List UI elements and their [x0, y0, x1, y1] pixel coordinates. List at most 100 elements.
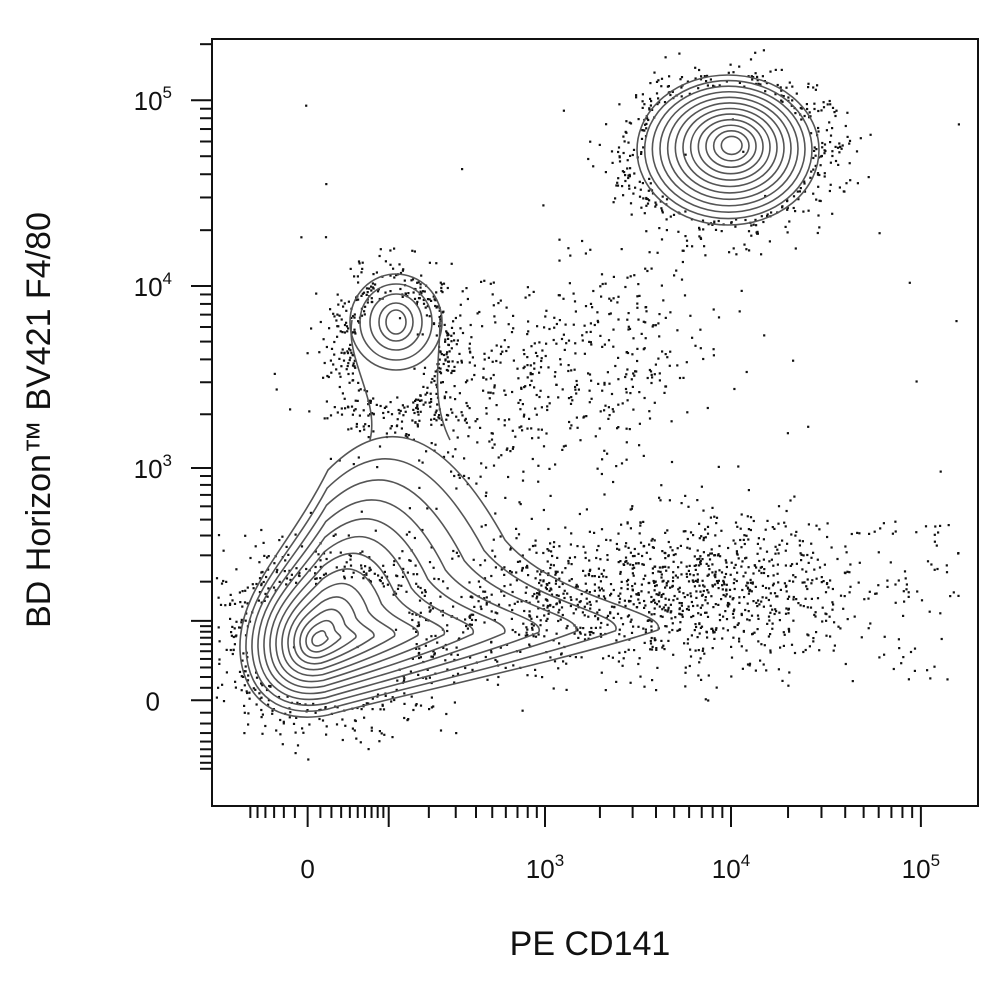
- event-dot: [957, 123, 960, 126]
- event-dot: [816, 173, 820, 176]
- event-dot: [420, 292, 423, 295]
- event-dot: [457, 555, 460, 558]
- event-dot: [347, 534, 350, 537]
- event-dot: [372, 412, 375, 415]
- event-dot: [836, 146, 840, 149]
- event-dot: [423, 594, 426, 597]
- event-dot: [441, 311, 444, 314]
- event-dot: [433, 417, 436, 420]
- event-dot: [500, 568, 503, 571]
- event-dot: [483, 559, 487, 562]
- event-dot: [555, 571, 558, 575]
- event-dot: [579, 439, 582, 442]
- event-dot: [686, 593, 689, 597]
- event-dot: [460, 595, 463, 599]
- event-dot: [544, 315, 547, 318]
- event-dot: [648, 108, 651, 111]
- event-dot: [478, 310, 481, 314]
- event-dot: [554, 463, 557, 466]
- event-dot: [733, 608, 736, 611]
- event-dot: [247, 723, 250, 726]
- contour-line-main: [269, 535, 474, 689]
- event-dot: [234, 686, 237, 689]
- event-dot: [793, 495, 796, 498]
- event-dot: [628, 175, 631, 178]
- event-dot: [578, 601, 581, 604]
- event-dot: [740, 513, 743, 516]
- event-dot: [717, 219, 720, 223]
- event-dot: [624, 545, 627, 548]
- event-dot: [434, 443, 437, 446]
- event-dot: [647, 189, 650, 192]
- event-dot: [618, 160, 622, 163]
- event-dot: [805, 103, 808, 106]
- event-dot: [636, 302, 639, 305]
- event-dot: [530, 427, 533, 430]
- event-dot: [558, 238, 561, 241]
- event-dot: [878, 656, 881, 659]
- event-dot: [510, 331, 514, 334]
- event-dot: [596, 611, 599, 614]
- event-dot: [596, 549, 599, 552]
- event-dot: [353, 359, 356, 362]
- event-dot: [649, 82, 652, 85]
- event-dot: [658, 101, 661, 104]
- event-dot: [375, 403, 378, 406]
- event-dot: [735, 218, 738, 221]
- event-dot: [693, 585, 696, 588]
- event-dot: [450, 326, 454, 329]
- event-dot: [606, 623, 609, 626]
- event-dot: [485, 603, 488, 606]
- event-dot: [651, 567, 654, 570]
- event-dot: [254, 688, 257, 691]
- event-dot: [682, 376, 685, 379]
- event-dot: [546, 606, 549, 609]
- event-dot: [663, 391, 666, 394]
- event-dot: [664, 557, 667, 560]
- event-dot: [561, 613, 564, 617]
- event-dot: [629, 122, 633, 125]
- event-dot: [363, 716, 366, 719]
- event-dot: [592, 632, 595, 635]
- event-dot: [499, 646, 502, 649]
- event-dot: [314, 550, 317, 553]
- event-dot: [792, 359, 795, 362]
- event-dot: [702, 536, 705, 539]
- event-dot: [645, 122, 648, 125]
- event-dot: [628, 327, 632, 330]
- event-dot: [382, 708, 386, 711]
- event-dot: [411, 249, 414, 252]
- event-dot: [687, 605, 690, 608]
- event-dot: [428, 676, 431, 679]
- event-dot: [695, 590, 698, 593]
- event-dot: [585, 415, 588, 418]
- event-dot: [469, 656, 472, 659]
- event-dot: [709, 78, 712, 81]
- event-dot: [649, 648, 652, 651]
- event-dot: [665, 198, 669, 201]
- event-dot: [399, 287, 402, 291]
- event-dot: [518, 560, 522, 563]
- event-dot: [703, 245, 706, 248]
- event-dot: [384, 694, 387, 697]
- event-dot: [820, 155, 823, 158]
- event-dot: [454, 316, 457, 320]
- event-dot: [650, 625, 653, 628]
- event-dot: [892, 667, 895, 671]
- event-dot: [756, 628, 759, 631]
- event-dot: [750, 614, 754, 617]
- event-dot: [933, 665, 936, 668]
- event-dot: [748, 249, 751, 252]
- event-dot: [801, 568, 804, 571]
- event-dot: [246, 679, 250, 682]
- event-dot: [376, 466, 379, 469]
- event-dot: [343, 565, 346, 568]
- event-dot: [408, 507, 411, 510]
- event-dot: [556, 570, 559, 573]
- event-dot: [413, 367, 416, 370]
- event-dot: [618, 601, 621, 604]
- event-dot: [336, 325, 339, 328]
- event-dot: [338, 357, 341, 360]
- event-dot: [643, 599, 646, 603]
- event-dot: [635, 606, 638, 609]
